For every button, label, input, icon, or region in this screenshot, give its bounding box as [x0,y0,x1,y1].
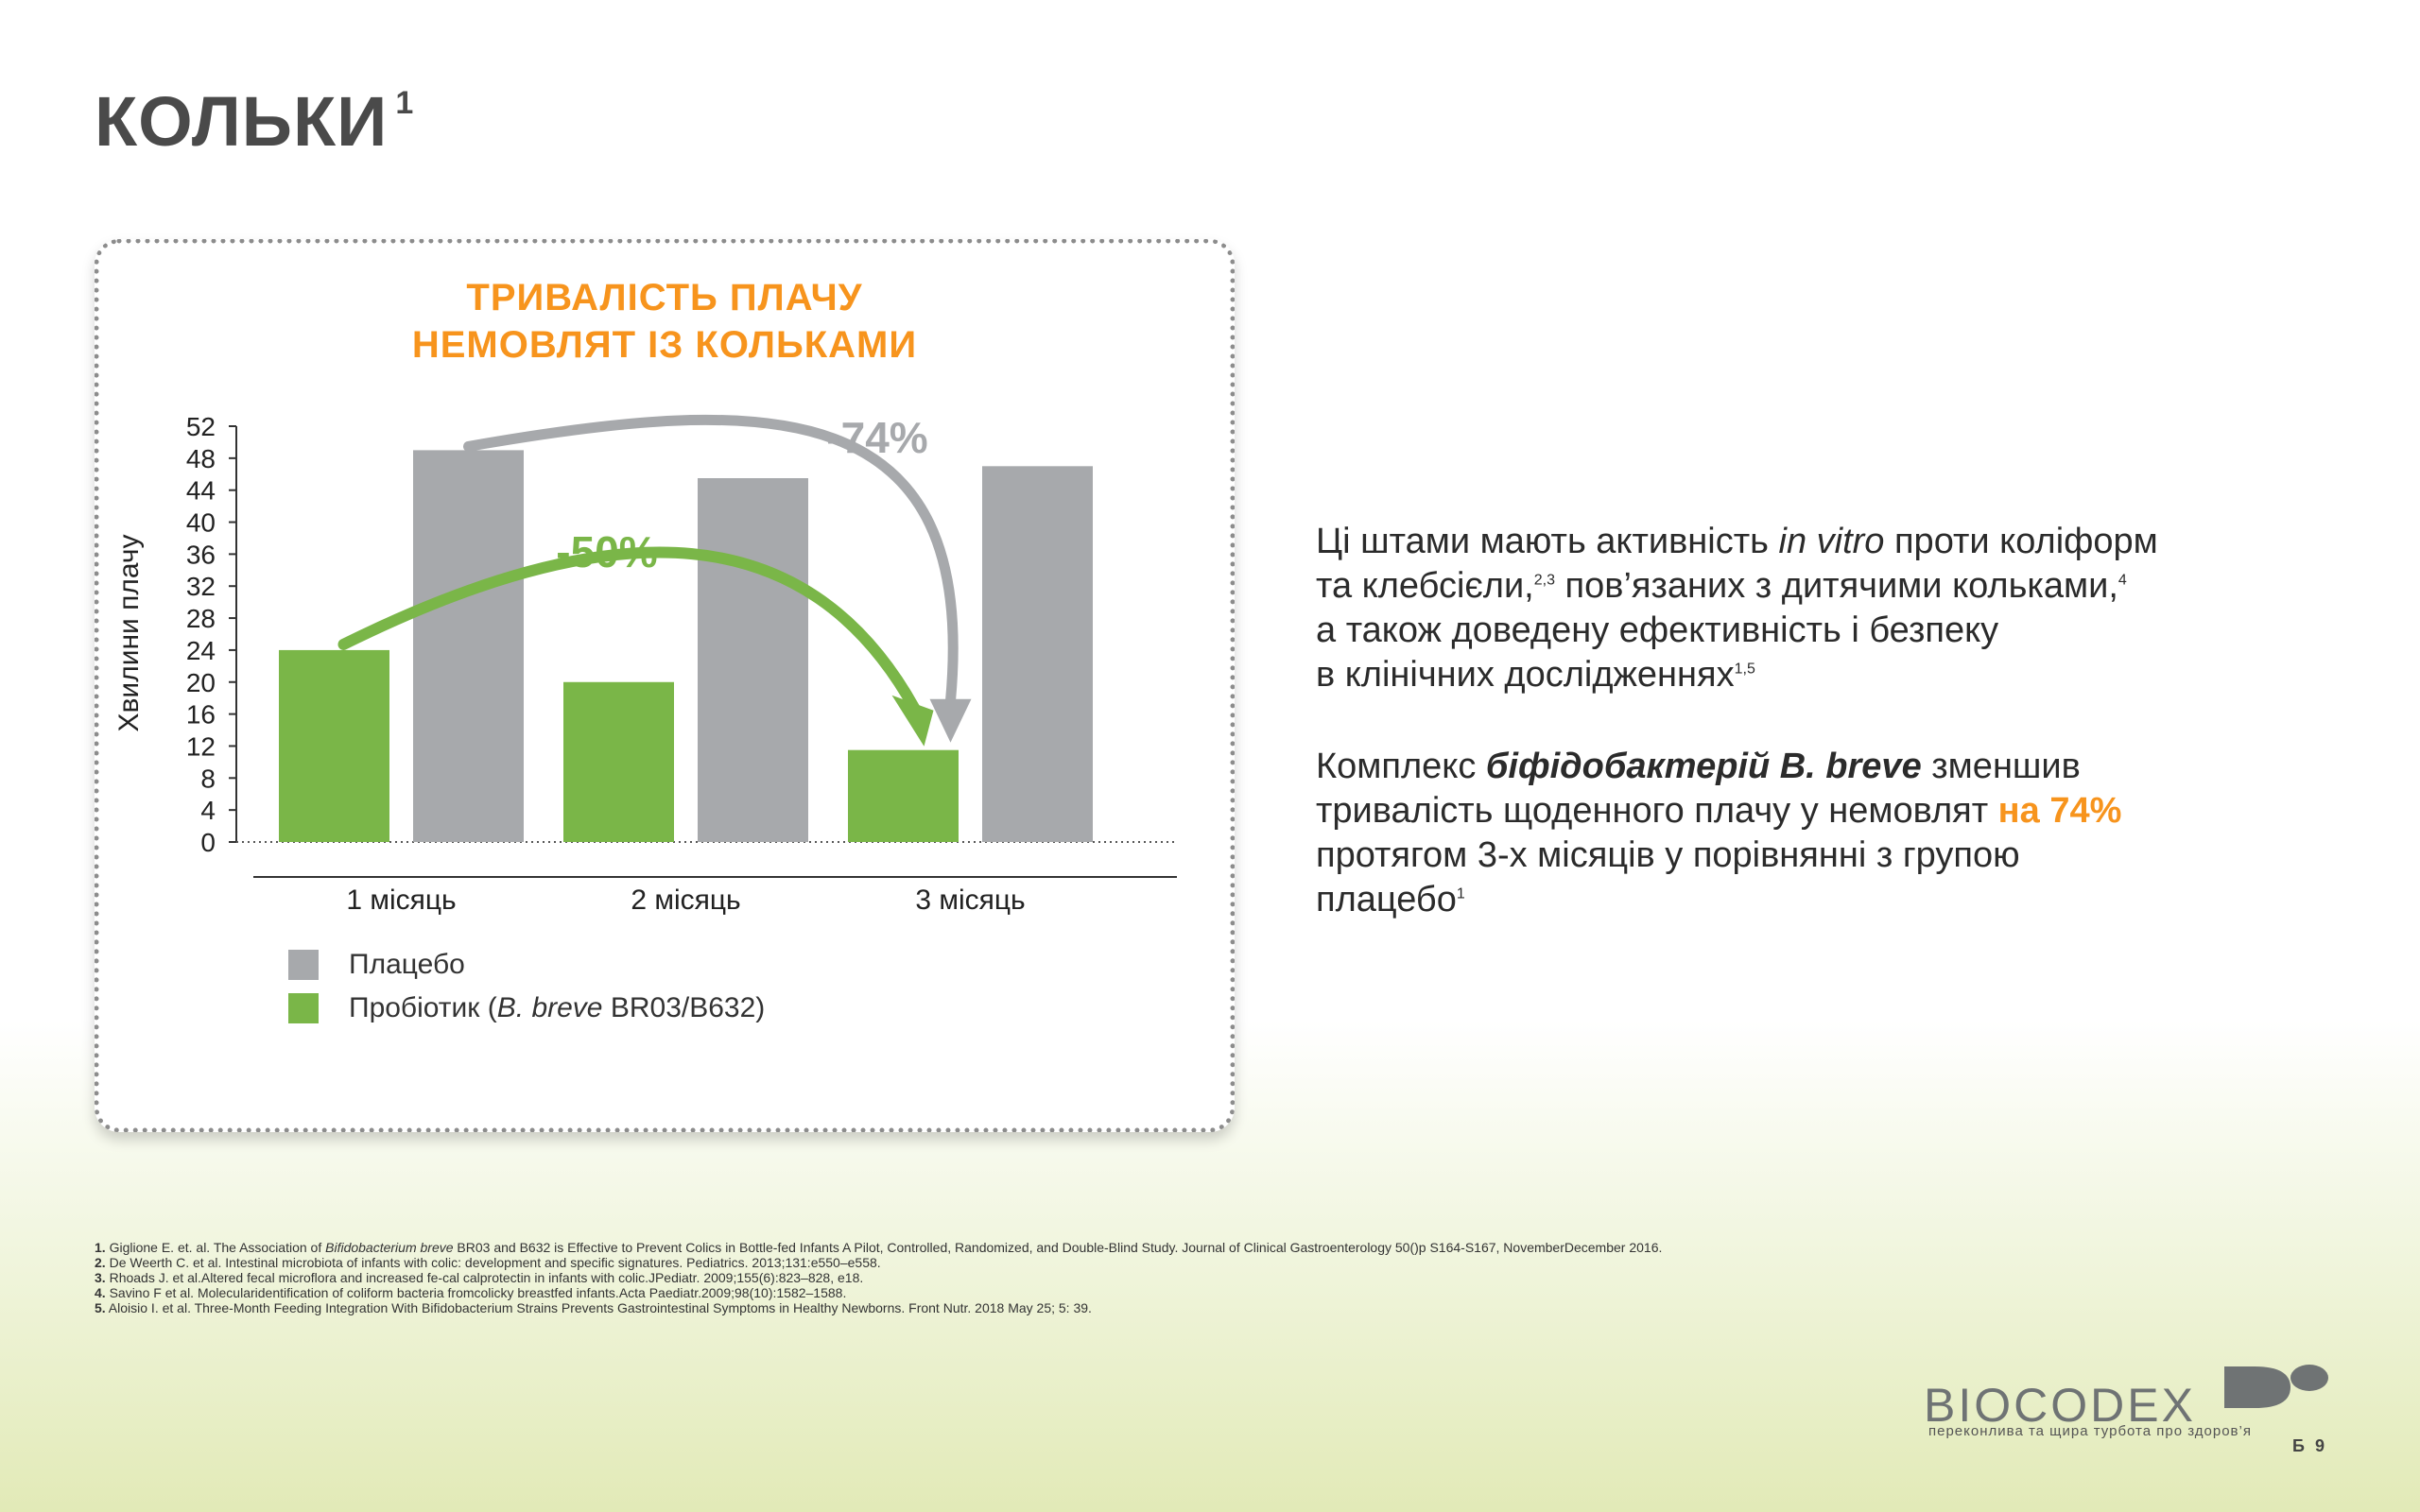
y-tick-label: 24 [186,636,216,665]
bar-placebo-3 [982,466,1093,842]
legend-swatch-probiotic [288,993,319,1023]
y-tick-label: 4 [200,796,216,825]
annotation-minus-74: -74% [826,413,927,462]
paragraph-strains: Ці штами мають активність in vitro проти… [1316,522,2158,695]
bar-probiotic-1 [279,649,389,842]
arrow-probiotic-reduction [337,546,921,714]
highlight-74: на 74% [1997,791,2122,831]
y-tick-label: 20 [186,668,216,697]
y-tick-label: 40 [186,508,216,538]
bar-probiotic-2 [563,681,674,842]
chart-legend: Плацебо Пробіотик (B. breve BR03/B632) [288,945,765,1032]
bar-probiotic-3 [848,749,959,842]
y-tick-label: 12 [186,731,216,761]
biocodex-logo: BIOCODEX [1924,1357,2330,1442]
y-axis-label: Хвилини плачу [113,534,145,731]
page-title: КОЛЬКИ 1 [95,82,415,161]
reference-2: 2. De Weerth C. et al. Intestinal microb… [95,1255,881,1270]
title-reference: 1 [395,85,415,122]
x-tick-label: 2 місяць [631,885,740,916]
y-tick-label: 16 [186,700,216,730]
reference-1: 1. Giglione E. et. al. The Association o… [95,1240,1663,1255]
y-tick-label: 52 [186,412,216,441]
x-tick-label: 1 місяць [346,885,456,916]
arrowhead-placebo [929,698,972,743]
reference-5: 5. Aloisio I. et al. Three-Month Feeding… [95,1300,1092,1315]
y-tick-label: 48 [186,444,216,473]
y-tick-label: 36 [186,540,216,569]
y-tick-label: 28 [186,604,216,633]
bar-placebo-2 [698,478,808,842]
annotation-minus-50: -50% [556,527,657,576]
bar-placebo-1 [413,450,524,842]
arrowhead-probiotic [891,695,934,747]
chart-title-line-1: ТРИВАЛІСТЬ ПЛАЧУ [466,277,863,318]
logo-text: BIOCODEX [1924,1379,2196,1432]
x-tick-label: 3 місяць [915,885,1025,916]
legend-label-probiotic: Пробіотик (B. breve BR03/B632) [349,992,766,1023]
legend-label-placebo: Плацебо [349,949,465,980]
logo-mark-icon [2224,1365,2328,1408]
y-tick-label: 32 [186,572,216,601]
chart-title: ТРИВАЛІСТЬ ПЛАЧУ НЕМОВЛЯТ ІЗ КОЛЬКАМИ [95,274,1235,369]
legend-item-placebo: Плацебо [288,945,765,985]
legend-swatch-placebo [288,950,319,980]
description-text: Ці штами мають активність in vitro проти… [1316,520,2356,970]
reference-3: 3. Rhoads J. et al.Altered fecal microfl… [95,1270,864,1285]
brand-tagline: переконлива та щира турбота про здоров’я [1928,1423,2252,1439]
arrow-placebo-reduction [463,414,959,707]
page-number: Б 9 [2292,1436,2327,1455]
paragraph-result: Комплекс біфідобактерій B. breve зменшив… [1316,747,2122,919]
y-tick-label: 8 [200,764,216,793]
y-tick-label: 44 [186,476,216,506]
reference-4: 4. Savino F et al. Molecularidentificati… [95,1285,847,1300]
references: 1. Giglione E. et. al. The Association o… [95,1240,2269,1315]
legend-item-probiotic: Пробіотик (B. breve BR03/B632) [288,988,765,1028]
chart-title-line-2: НЕМОВЛЯТ ІЗ КОЛЬКАМИ [411,324,918,366]
y-tick-label: 0 [200,828,216,857]
